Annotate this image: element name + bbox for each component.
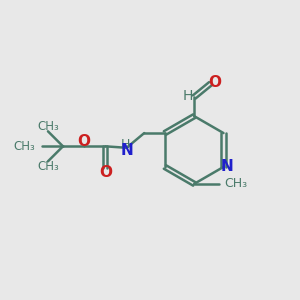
Text: CH₃: CH₃ xyxy=(37,119,59,133)
Text: O: O xyxy=(99,165,112,180)
Text: N: N xyxy=(220,159,233,174)
Text: O: O xyxy=(208,75,221,90)
Text: CH₃: CH₃ xyxy=(14,140,35,153)
Text: N: N xyxy=(121,143,134,158)
Text: H: H xyxy=(121,138,130,151)
Text: O: O xyxy=(78,134,91,148)
Text: H: H xyxy=(182,88,193,103)
Text: CH₃: CH₃ xyxy=(37,160,59,173)
Text: CH₃: CH₃ xyxy=(224,177,248,190)
